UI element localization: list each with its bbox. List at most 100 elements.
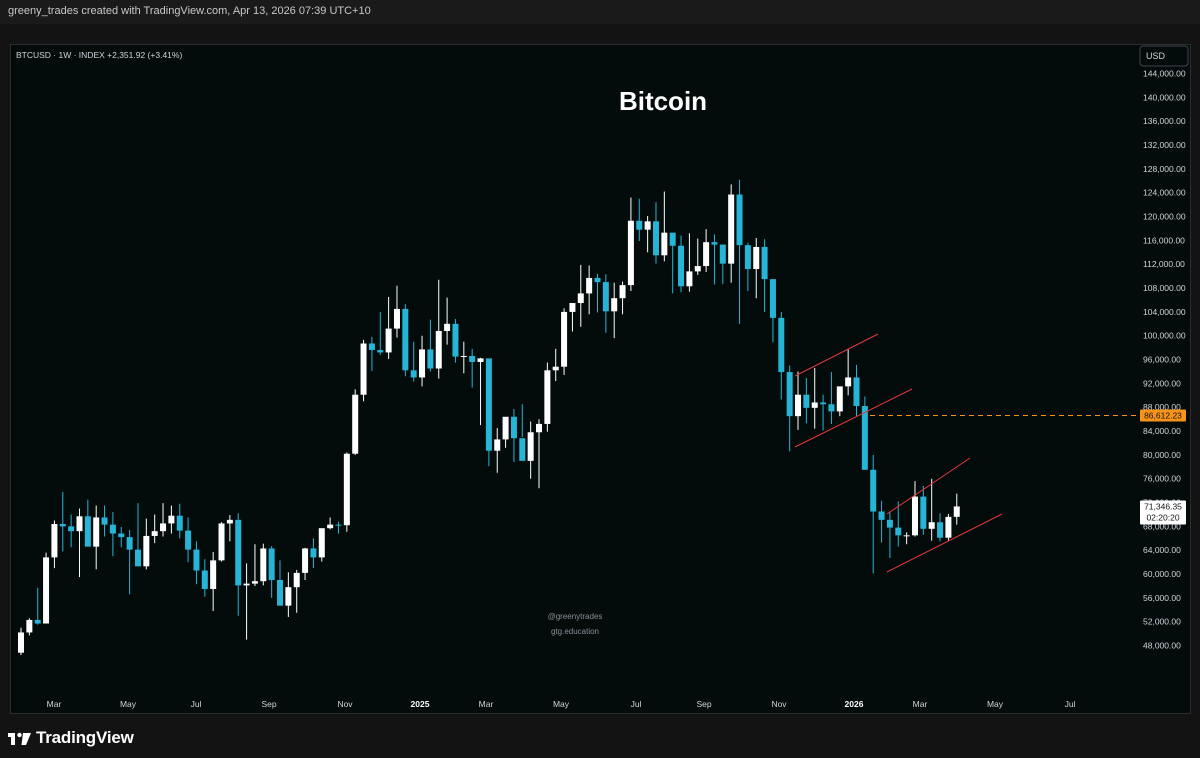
candle-body <box>878 511 885 520</box>
candle-body <box>168 515 175 524</box>
price-tick-label: 124,000.00 <box>1143 188 1186 198</box>
candle-body <box>519 438 526 461</box>
candle-body <box>360 343 367 395</box>
time-tick-label: Jul <box>1065 699 1076 709</box>
price-tick-label: 116,000.00 <box>1143 235 1185 245</box>
candle-body <box>753 246 760 270</box>
current-price-tag: 71,346.35 02:20:20 <box>1140 500 1186 525</box>
candle-body <box>778 317 785 373</box>
candle-body <box>861 406 868 470</box>
currency-button[interactable]: USD <box>1139 45 1189 67</box>
candle-body <box>928 522 935 529</box>
candle-body <box>235 519 242 586</box>
candle-body <box>527 432 534 461</box>
price-tick-label: 104,000.00 <box>1143 307 1186 317</box>
price-tick-label: 68,000.00 <box>1143 521 1181 531</box>
candle-body <box>686 271 693 287</box>
price-tick-label: 128,000.00 <box>1143 164 1186 174</box>
tradingview-logo[interactable]: TradingView <box>8 728 134 748</box>
time-tick-label: Mar <box>913 699 928 709</box>
candle-body <box>385 328 392 353</box>
candle-body <box>561 311 568 367</box>
candle-body <box>293 572 300 588</box>
candle-body <box>494 439 501 451</box>
candle-body <box>786 372 793 417</box>
time-tick-label: Jul <box>631 699 642 709</box>
level-price-text: 86,612.23 <box>1144 411 1182 421</box>
candle-body <box>210 560 217 589</box>
candle-body <box>310 548 317 558</box>
candle-body <box>335 524 342 526</box>
candle-body <box>577 293 584 303</box>
attribution-bar: greeny_trades created with TradingView.c… <box>0 0 1200 24</box>
price-tick-label: 88,000.00 <box>1143 402 1181 412</box>
tradingview-brand: TradingView <box>36 728 134 747</box>
time-tick-label: Sep <box>261 699 276 709</box>
candle-body <box>260 548 267 582</box>
candle-body <box>586 277 593 294</box>
candle-body <box>502 416 509 440</box>
candle-body <box>803 394 810 408</box>
watermark-site: gtg.education <box>551 627 599 636</box>
candle-body <box>911 496 918 536</box>
time-axis[interactable]: Mar May Jul Sep Nov 2025 Mar May Jul Sep Nov 2026 Ma… <box>47 699 1076 709</box>
channel-line[interactable] <box>886 513 1003 573</box>
candle-body <box>769 279 776 318</box>
candle-body <box>243 583 250 586</box>
candle-body <box>953 506 960 517</box>
candle-body <box>318 528 325 558</box>
price-tick-label: 136,000.00 <box>1143 116 1186 126</box>
candle-body <box>193 549 200 571</box>
candle-body <box>377 350 384 353</box>
candle-body <box>661 232 668 256</box>
channel-line[interactable] <box>886 457 971 515</box>
candle-body <box>903 535 910 537</box>
candle-body <box>611 298 618 312</box>
candle-body <box>134 549 141 567</box>
price-axis[interactable]: 48,000.00 52,000.00 56,000.00 60,000.00 64,0… <box>1143 69 1186 651</box>
candle-body <box>895 527 902 536</box>
candle-body <box>84 516 91 547</box>
price-tick-label: 108,000.00 <box>1143 283 1186 293</box>
attribution-text: greeny_trades created with TradingView.c… <box>8 5 371 17</box>
candle-body <box>218 523 225 561</box>
candle-body <box>945 516 952 538</box>
time-tick-label: Nov <box>337 699 353 709</box>
candle-body <box>510 416 517 439</box>
candle-body <box>26 619 33 633</box>
candle-body <box>343 453 350 526</box>
channel-line[interactable] <box>794 333 879 377</box>
candle-body <box>34 619 41 624</box>
candle-body <box>302 548 309 573</box>
candle-body <box>402 308 409 371</box>
candle-body <box>368 343 375 351</box>
currency-label: USD <box>1146 51 1166 61</box>
time-tick-label: 2025 <box>411 699 430 709</box>
channel-line[interactable] <box>794 388 913 448</box>
chart-panel[interactable] <box>10 44 1191 714</box>
watermark-handle: @greenytrades <box>548 612 603 621</box>
candle-body <box>937 522 944 538</box>
candle-body <box>544 370 551 424</box>
candle-body <box>185 530 192 550</box>
candle-body <box>836 386 843 412</box>
candle-body <box>886 519 893 528</box>
time-tick-label: May <box>120 699 137 709</box>
candle-body <box>920 496 927 529</box>
candle-body <box>118 533 125 538</box>
candle-body <box>811 402 818 408</box>
candle-body <box>43 557 50 624</box>
candle-body <box>469 355 476 362</box>
price-tick-label: 56,000.00 <box>1143 593 1181 603</box>
candle-body <box>845 377 852 387</box>
candle-body <box>602 282 609 312</box>
price-tick-label: 144,000.00 <box>1143 69 1186 79</box>
candle-body <box>728 194 735 264</box>
channel-lines <box>794 333 1003 573</box>
candle-body <box>452 323 459 357</box>
price-tick-label: 92,000.00 <box>1143 378 1181 388</box>
candle-body <box>594 277 601 283</box>
price-tick-label: 112,000.00 <box>1143 259 1185 269</box>
candle-body <box>126 537 133 550</box>
